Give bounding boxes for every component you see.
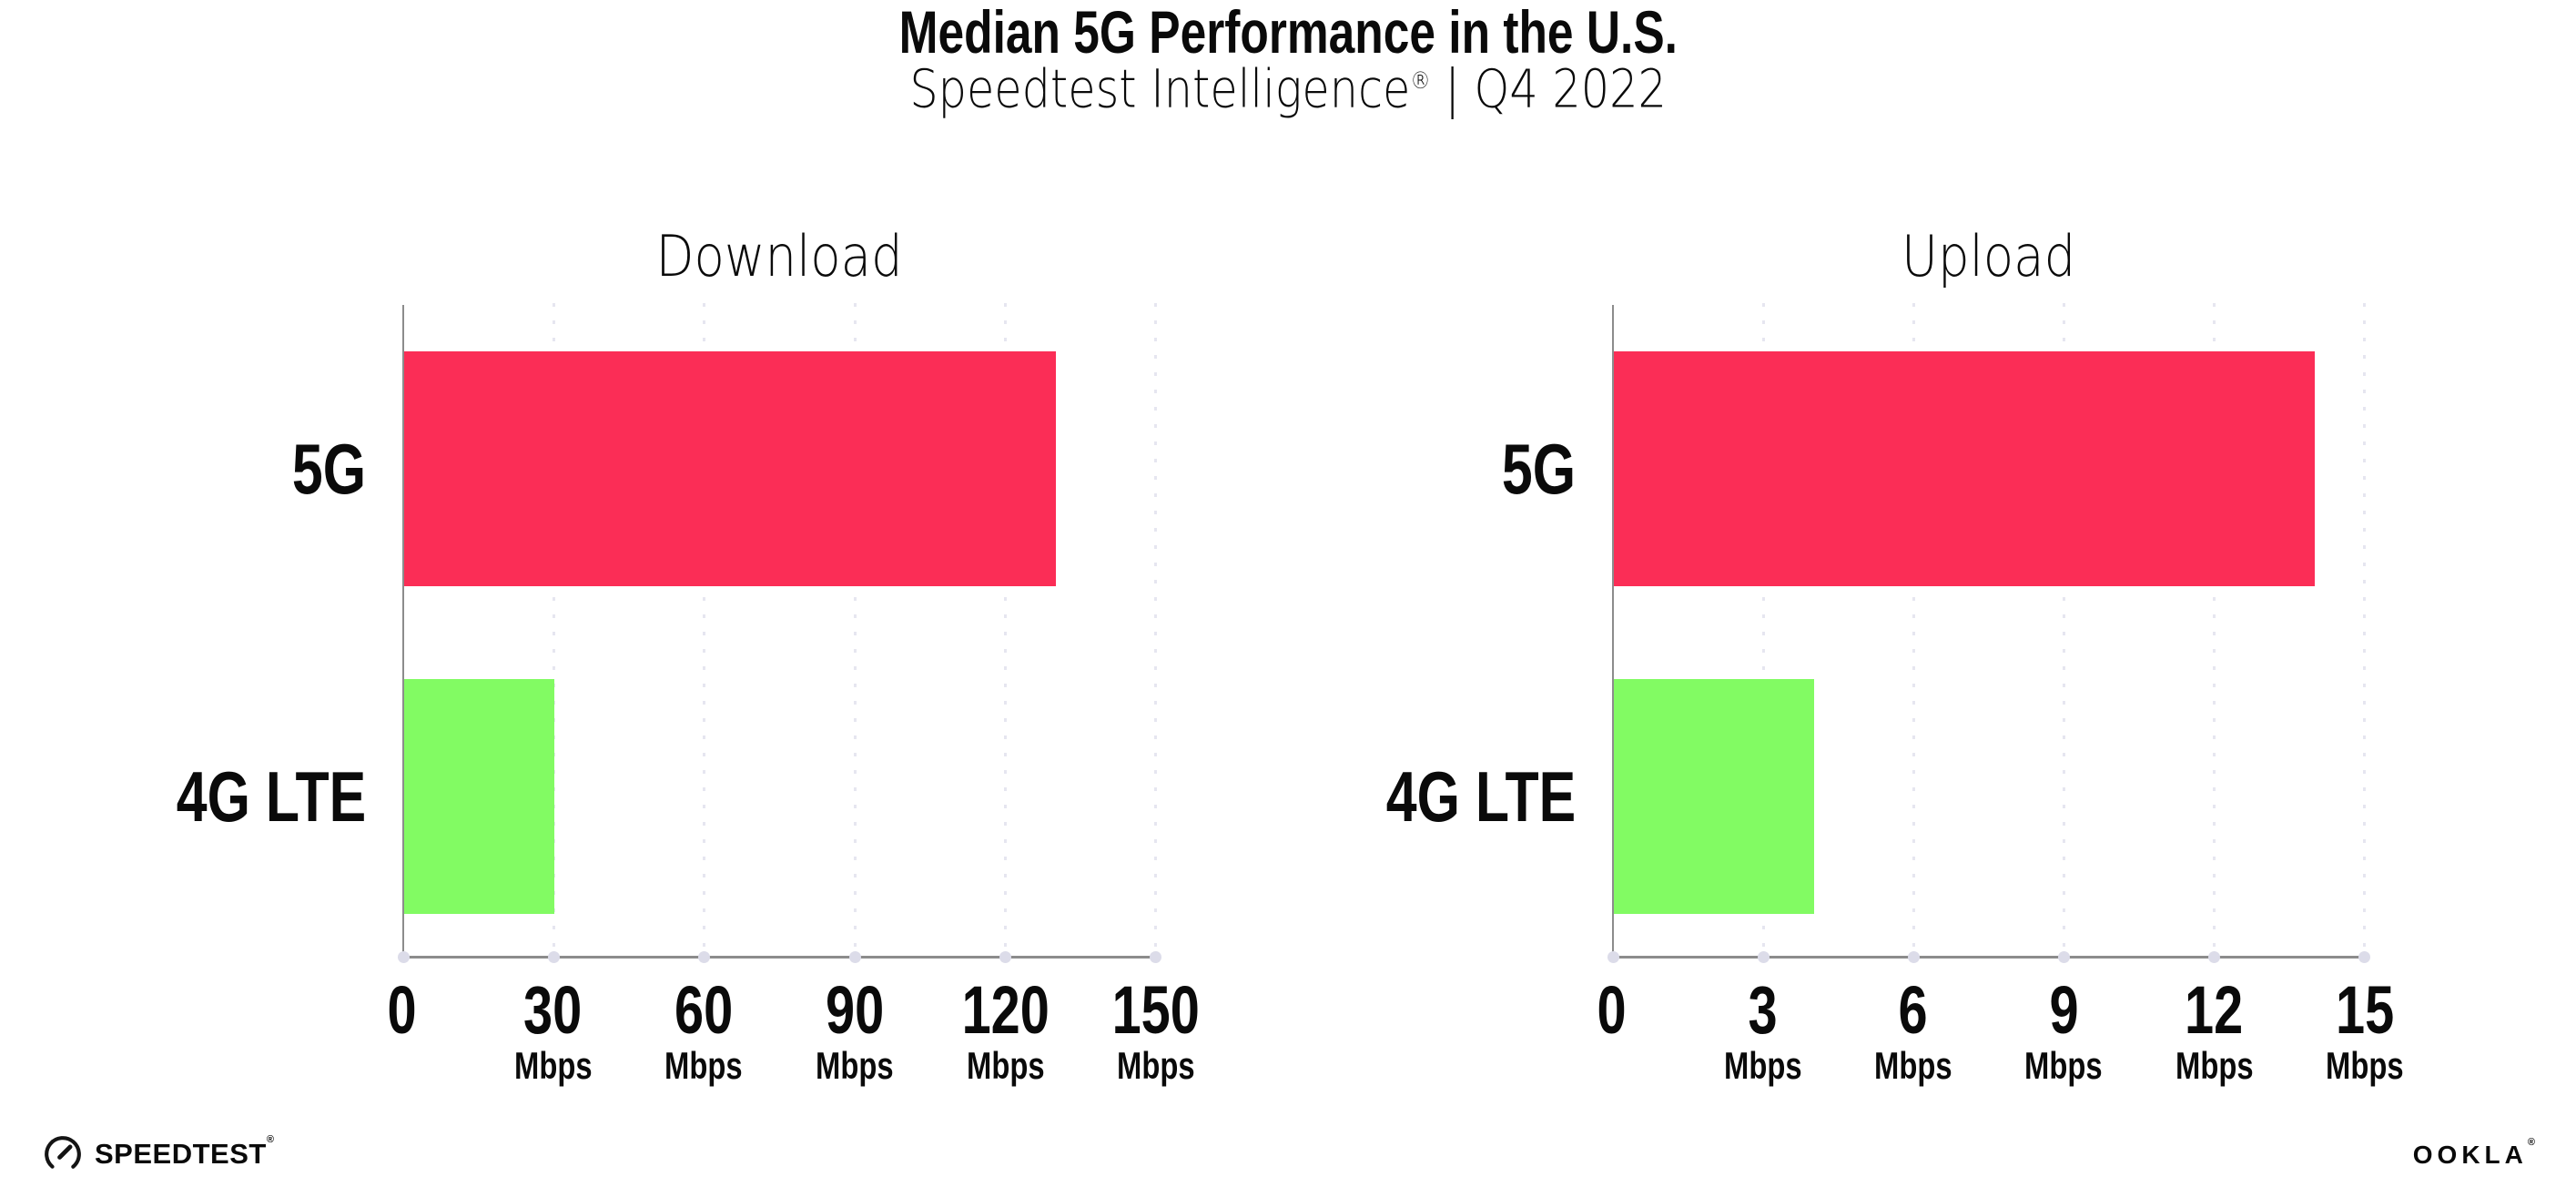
x-tick-unit: Mbps: [2326, 1044, 2404, 1087]
page-title: Median 5G Performance in the U.S.: [0, 2, 2576, 62]
category-label-text: 5G: [1501, 429, 1576, 509]
axis-tick-dot: [1150, 951, 1161, 963]
plot-area: [398, 303, 1161, 963]
axis-tick-dot: [848, 951, 861, 963]
ookla-logo: OOKLA®: [2412, 1137, 2540, 1170]
category-label: 4G LTE: [38, 761, 366, 832]
x-tick-value: 15: [2335, 972, 2395, 1048]
x-tick-label: 90 Mbps: [773, 972, 937, 1087]
axis-tick-dot: [2208, 951, 2220, 963]
axis-tick-dot: [1908, 951, 1920, 963]
speedtest-logo: SPEEDTEST®: [42, 1133, 274, 1175]
x-tick-value: 150: [1111, 972, 1201, 1048]
x-tick-unit: Mbps: [966, 1044, 1045, 1087]
upload-chart: Upload 5G 4G LTE 0 3 Mbps 6 Mbps 9 Mbps 12 Mbps 15…: [1386, 228, 2404, 1085]
axis-tick-dot: [2358, 951, 2370, 963]
x-tick-value: 90: [825, 972, 884, 1048]
x-tick-unit: Mbps: [513, 1044, 593, 1087]
x-tick-unit: Mbps: [2024, 1044, 2103, 1087]
axis-tick-dot: [2058, 951, 2070, 963]
speedtest-wordmark: SPEEDTEST®: [95, 1134, 274, 1171]
chart-title-text: Download: [655, 223, 903, 289]
x-tick-unit: Mbps: [1874, 1044, 1952, 1087]
category-label-text: 5G: [291, 429, 366, 509]
axis-tick-dot: [398, 951, 410, 963]
axis-tick-dot: [1607, 951, 1619, 963]
registered-mark: ®: [2527, 1137, 2540, 1148]
x-tick-label: 12 Mbps: [2133, 972, 2297, 1087]
gridline: [2213, 303, 2216, 956]
speedtest-text: SPEEDTEST: [95, 1138, 267, 1170]
download-chart: Download 5G 4G LTE 0 30 Mbps 60 Mbps 90 Mbps 120…: [177, 228, 1201, 1085]
category-label-text: 4G LTE: [1385, 756, 1576, 837]
gridline: [1762, 303, 1765, 956]
x-tick-value: 0: [1597, 972, 1628, 1048]
x-tick-unit: Mbps: [664, 1044, 743, 1087]
x-tick-value: 0: [387, 972, 418, 1048]
bar-5g: [1614, 351, 2315, 586]
ookla-wordmark: OOKLA: [2412, 1141, 2528, 1169]
gridline: [1912, 303, 1915, 956]
x-tick-label: 15 Mbps: [2283, 972, 2447, 1087]
speedtest-gauge-icon: [45, 1136, 81, 1172]
x-tick-unit: Mbps: [816, 1044, 894, 1087]
registered-mark: ®: [1410, 67, 1431, 95]
category-label-text: 4G LTE: [176, 756, 366, 837]
x-tick-value: 30: [523, 972, 583, 1048]
axis-tick-dot: [548, 951, 561, 963]
registered-mark: ®: [266, 1134, 275, 1145]
page-title-text: Median 5G Performance in the U.S.: [898, 0, 1678, 66]
x-tick-value: 6: [1898, 972, 1928, 1048]
bar-4g-lte: [404, 679, 555, 914]
plot-area: [1607, 303, 2370, 963]
axis-tick-dot: [698, 951, 711, 963]
x-tick-label: 0: [320, 972, 484, 1048]
gridline: [1154, 303, 1157, 956]
chart-title-upload: Upload: [1612, 228, 2365, 285]
x-tick-value: 3: [1748, 972, 1778, 1048]
axis-tick-dot: [1758, 951, 1770, 963]
x-tick-unit: Mbps: [2175, 1044, 2254, 1087]
x-tick-label: 60 Mbps: [622, 972, 786, 1087]
gridline: [2363, 303, 2366, 956]
gridline: [553, 303, 556, 956]
axis-tick-dot: [999, 951, 1011, 963]
gridline: [2063, 303, 2065, 956]
x-tick-value: 9: [2049, 972, 2079, 1048]
chart-title-download: Download: [402, 228, 1156, 285]
x-tick-label: 120 Mbps: [923, 972, 1087, 1087]
x-tick-value: 120: [961, 972, 1050, 1048]
category-label: 4G LTE: [1248, 761, 1576, 832]
x-tick-label: 150 Mbps: [1074, 972, 1238, 1087]
bar-5g: [404, 351, 1056, 586]
subtitle-brand: Speedtest Intelligence: [909, 57, 1411, 120]
category-label: 5G: [38, 433, 366, 504]
bar-4g-lte: [1614, 679, 1814, 914]
x-tick-label: 9 Mbps: [1982, 972, 2145, 1087]
x-tick-unit: Mbps: [1723, 1044, 1802, 1087]
chart-title-text: Upload: [1901, 223, 2076, 289]
x-tick-label: 3 Mbps: [1680, 972, 1844, 1087]
subtitle-period: | Q4 2022: [1445, 57, 1667, 120]
gridline: [703, 303, 706, 956]
x-tick-label: 30 Mbps: [472, 972, 635, 1087]
gridline: [853, 303, 857, 956]
x-tick-value: 60: [674, 972, 734, 1048]
gridline: [1003, 303, 1007, 956]
page-subtitle: Speedtest Intelligence® | Q4 2022: [0, 53, 2576, 117]
x-tick-unit: Mbps: [1117, 1044, 1195, 1087]
x-tick-label: 6 Mbps: [1831, 972, 1995, 1087]
category-label: 5G: [1248, 433, 1576, 504]
x-tick-value: 12: [2185, 972, 2244, 1048]
x-tick-label: 0: [1530, 972, 1694, 1048]
